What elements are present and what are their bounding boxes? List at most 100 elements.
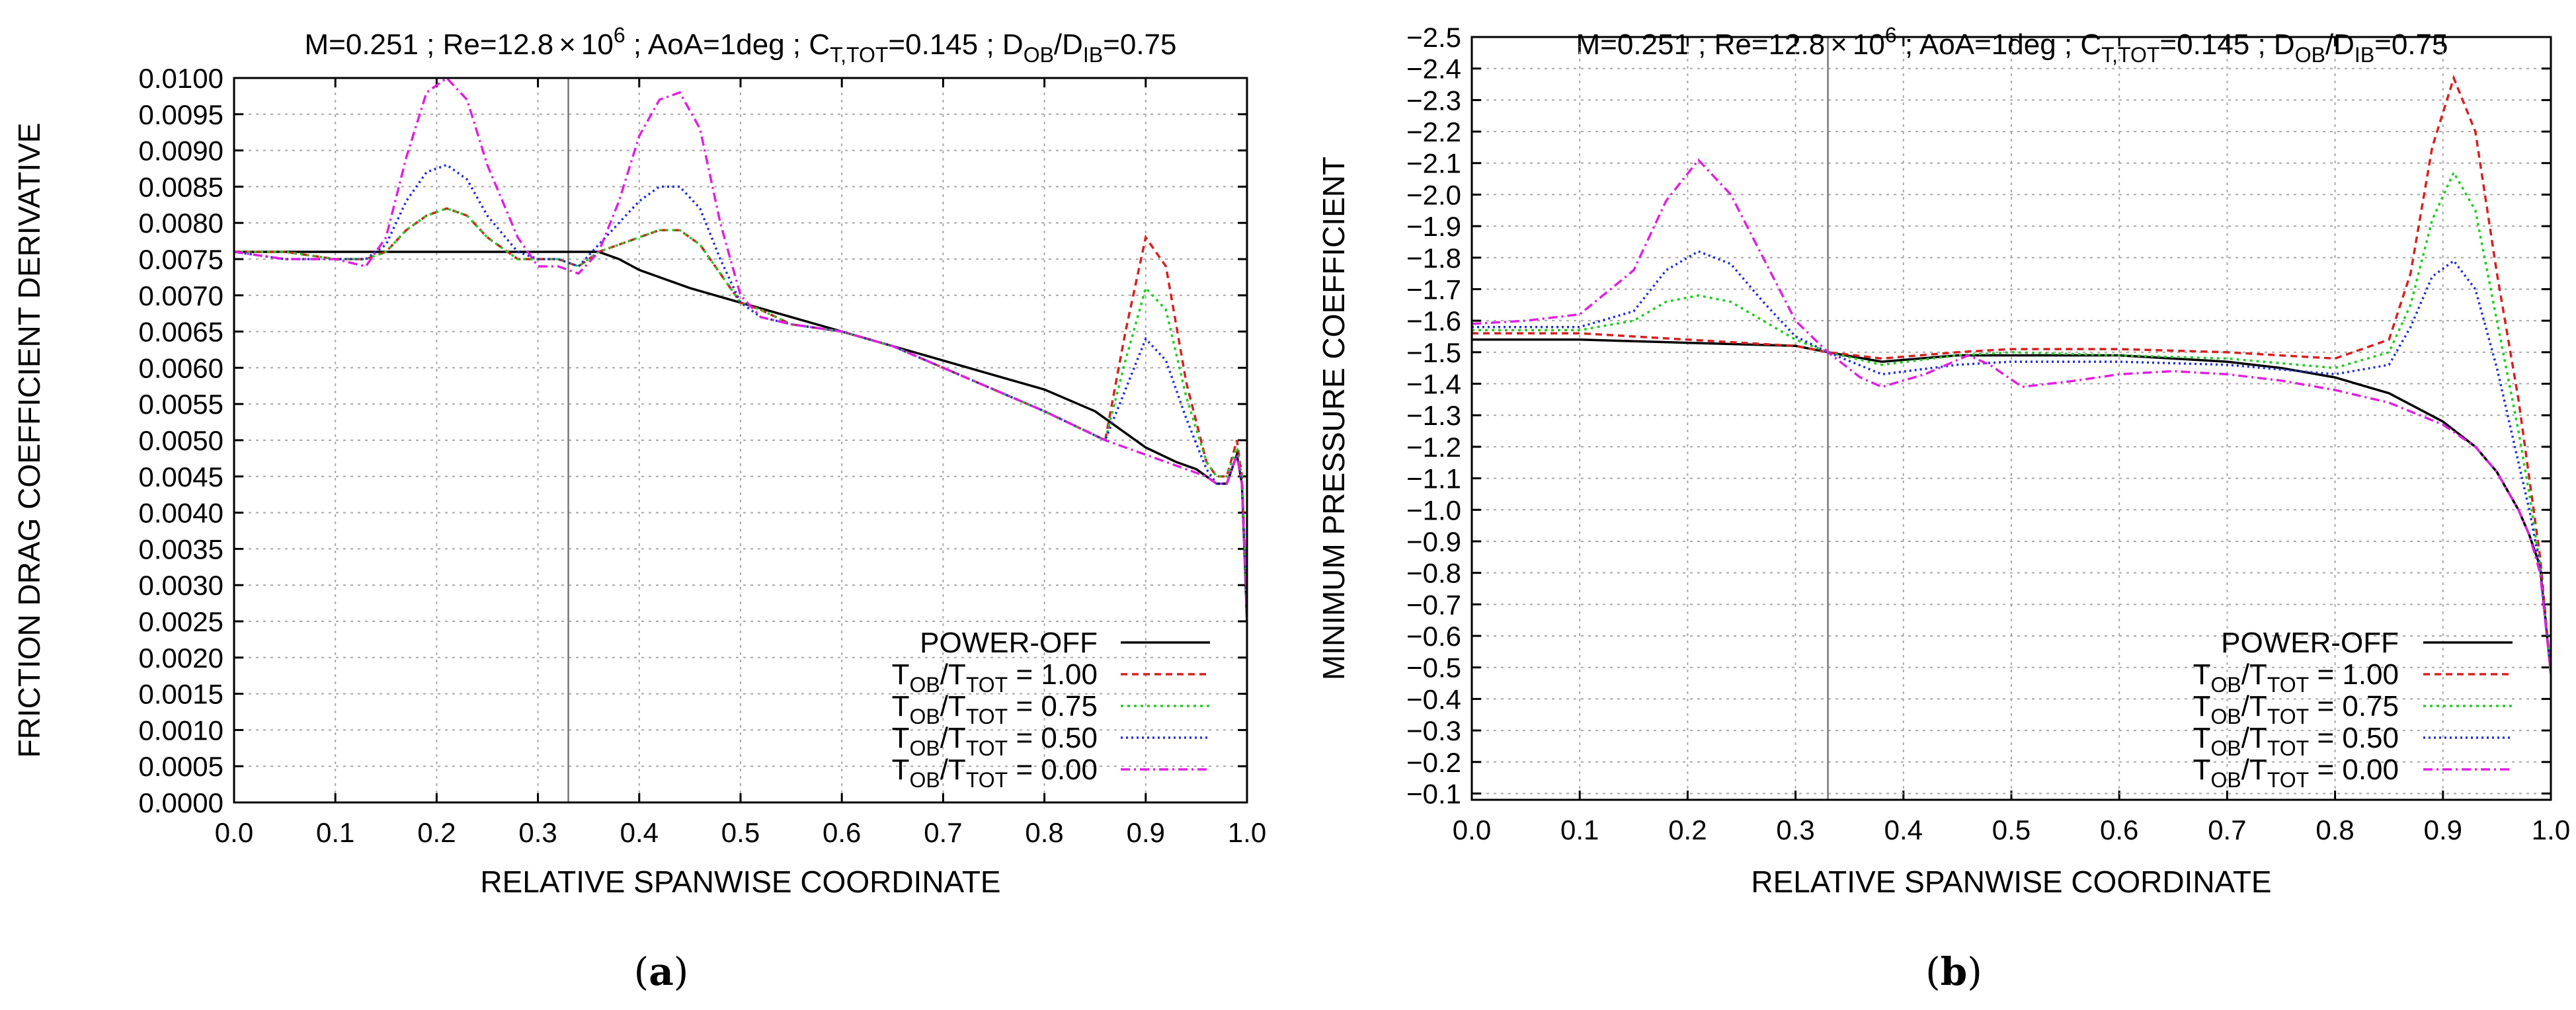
chart-title: M=0.251 ; Re=12.8 × 106 ; AoA=1deg ; CT,TO… <box>305 23 1177 67</box>
legend-label: TOB/TTOT = 0.00 <box>892 754 1098 792</box>
x-axis-label: RELATIVE SPANWISE COORDINATE <box>480 865 1000 899</box>
y-axis-label: FRICTION DRAG COEFFICIENT DERIVATIVE <box>12 123 46 758</box>
y-tick-label: −0.1 <box>1406 778 1461 809</box>
y-tick-label: −1.5 <box>1406 337 1461 368</box>
x-tick-label: 0.8 <box>1025 817 1063 848</box>
series-line-4 <box>1472 158 2551 674</box>
series-group <box>1472 74 2551 674</box>
series-line-4 <box>234 78 1247 615</box>
series-line-3 <box>234 163 1247 615</box>
y-tick-label: 0.0055 <box>139 389 223 420</box>
x-tick-label: 0.4 <box>1884 814 1923 845</box>
legend-label: POWER-OFF <box>920 627 1098 659</box>
x-tick-label: 0.3 <box>1776 814 1814 845</box>
y-tick-label: −0.7 <box>1406 589 1461 620</box>
y-tick-label: 0.0030 <box>139 570 223 601</box>
x-tick-label: 0.7 <box>2208 814 2246 845</box>
legend-label: TOB/TTOT = 0.50 <box>2193 722 2399 760</box>
y-tick-label: −1.0 <box>1406 494 1461 525</box>
y-tick-label: 0.0005 <box>139 751 223 782</box>
panel-a: M=0.251 ; Re=12.8 × 106 ; AoA=1deg ; CT,TO… <box>12 23 1266 994</box>
x-tick-label: 0.1 <box>1560 814 1599 845</box>
x-tick-label: 0.4 <box>620 817 659 848</box>
y-tick-label: 0.0085 <box>139 171 223 202</box>
y-tick-label: −1.4 <box>1406 369 1461 400</box>
y-tick-label: 0.0090 <box>139 136 223 167</box>
y-tick-label: 0.0100 <box>139 63 223 94</box>
series-line-2 <box>1472 170 2551 674</box>
series-group <box>234 78 1247 622</box>
series-line-0 <box>1472 338 2551 674</box>
y-tick-label: −0.3 <box>1406 715 1461 746</box>
y-tick-label: −1.1 <box>1406 463 1461 494</box>
series-line-1 <box>234 207 1247 607</box>
y-tick-label: 0.0060 <box>139 352 223 383</box>
legend-label: TOB/TTOT = 0.75 <box>892 690 1098 728</box>
x-tick-label: 1.0 <box>2532 814 2570 845</box>
x-tick-label: 0.6 <box>2100 814 2138 845</box>
x-tick-label: 0.1 <box>316 817 354 848</box>
series-line-3 <box>1472 250 2551 674</box>
y-tick-label: −1.2 <box>1406 432 1461 463</box>
y-tick-label: 0.0015 <box>139 679 223 710</box>
y-tick-label: −0.6 <box>1406 621 1461 652</box>
legend-label: TOB/TTOT = 0.75 <box>2193 690 2399 728</box>
y-tick-label: −1.9 <box>1406 211 1461 242</box>
y-tick-label: 0.0065 <box>139 317 223 348</box>
legend-label: TOB/TTOT = 1.00 <box>2193 658 2399 697</box>
plot-frame <box>233 77 1248 804</box>
y-tick-label: 0.0035 <box>139 533 223 564</box>
y-tick-label: −0.8 <box>1406 558 1461 589</box>
x-axis-label: RELATIVE SPANWISE COORDINATE <box>1751 865 2271 899</box>
legend-label: POWER-OFF <box>2221 627 2399 659</box>
series-line-0 <box>234 251 1247 622</box>
x-tick-label: 0.9 <box>2424 814 2462 845</box>
x-tick-label: 1.0 <box>1228 817 1266 848</box>
y-tick-label: −2.0 <box>1406 179 1461 210</box>
x-tick-label: 0.0 <box>1453 814 1491 845</box>
y-tick-label: −1.8 <box>1406 243 1461 274</box>
y-tick-label: 0.0020 <box>139 642 223 674</box>
y-tick-label: 0.0080 <box>139 208 223 239</box>
x-tick-label: 0.2 <box>1668 814 1707 845</box>
y-tick-label: −1.3 <box>1406 400 1461 431</box>
y-tick-label: 0.0075 <box>139 244 223 275</box>
x-tick-label: 0.7 <box>924 817 962 848</box>
legend-label: TOB/TTOT = 1.00 <box>892 658 1098 697</box>
y-tick-label: 0.0095 <box>139 99 223 130</box>
y-tick-label: 0.0025 <box>139 606 223 637</box>
x-tick-label: 0.9 <box>1127 817 1165 848</box>
panel-caption: (b) <box>1925 949 1982 994</box>
x-tick-label: 0.3 <box>518 817 557 848</box>
y-tick-label: −1.6 <box>1406 305 1461 336</box>
plot-frame <box>1470 36 2552 801</box>
x-tick-label: 0.8 <box>2315 814 2354 845</box>
x-tick-label: 0.5 <box>1992 814 2031 845</box>
panel-b: M=0.251 ; Re=12.8 × 106 ; AoA=1deg ; CT,TO… <box>1316 22 2570 994</box>
y-tick-label: −2.2 <box>1406 116 1461 147</box>
y-tick-label: 0.0000 <box>139 787 223 818</box>
series-line-2 <box>234 207 1247 607</box>
legend-label: TOB/TTOT = 0.50 <box>892 722 1098 760</box>
y-tick-label: −2.1 <box>1406 148 1461 179</box>
x-tick-label: 0.6 <box>823 817 861 848</box>
y-tick-label: 0.0050 <box>139 425 223 456</box>
x-tick-label: 0.2 <box>417 817 456 848</box>
chart-title: M=0.251 ; Re=12.8 × 106 ; AoA=1deg ; CT,TO… <box>1576 23 2448 67</box>
x-tick-label: 0.5 <box>721 817 760 848</box>
series-line-1 <box>1472 74 2551 674</box>
y-tick-label: −2.5 <box>1406 22 1461 53</box>
y-tick-label: −2.3 <box>1406 85 1461 116</box>
panel-caption: (a) <box>634 949 689 994</box>
y-tick-label: −0.9 <box>1406 526 1461 557</box>
x-tick-label: 0.0 <box>215 817 253 848</box>
y-tick-label: −1.7 <box>1406 274 1461 305</box>
y-tick-label: −0.4 <box>1406 683 1461 715</box>
y-tick-label: 0.0070 <box>139 280 223 311</box>
legend-label: TOB/TTOT = 0.00 <box>2193 754 2399 792</box>
y-tick-label: −0.5 <box>1406 652 1461 683</box>
y-tick-label: 0.0040 <box>139 498 223 529</box>
y-tick-label: −2.4 <box>1406 54 1461 85</box>
y-axis-label: MINIMUM PRESSURE COEFFICIENT <box>1316 157 1351 680</box>
